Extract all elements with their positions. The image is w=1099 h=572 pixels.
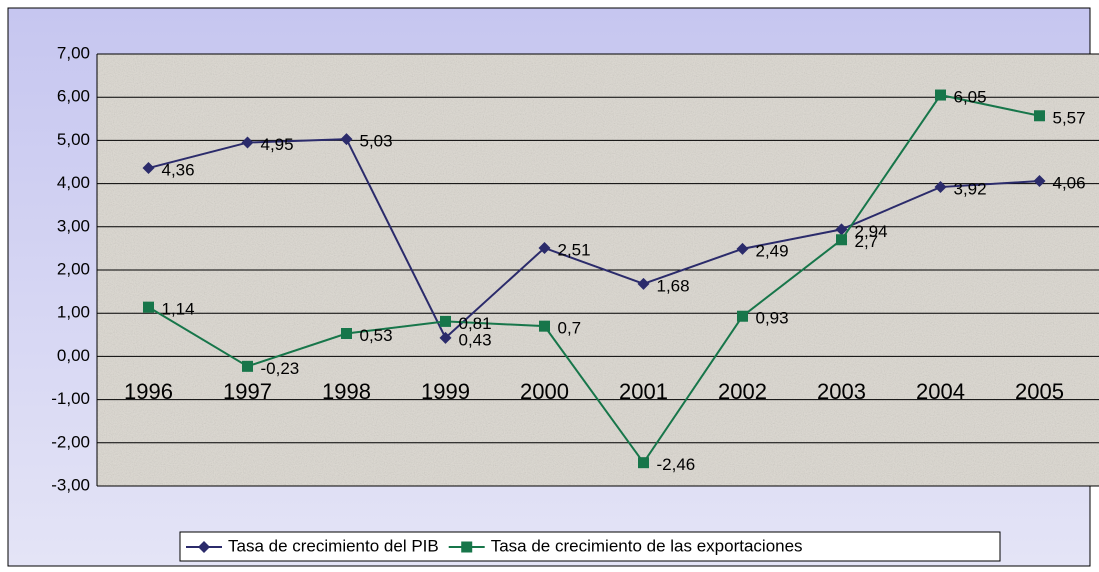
data-label: 4,95 — [261, 135, 294, 154]
data-point — [637, 277, 650, 290]
data-point — [242, 360, 253, 372]
data-label: 2,7 — [855, 232, 879, 251]
y-tick-label: 1,00 — [57, 303, 90, 322]
x-tick-label: 1998 — [322, 379, 371, 404]
data-point — [835, 223, 848, 236]
data-label: 0,81 — [459, 314, 492, 333]
y-tick-label: 6,00 — [57, 87, 90, 106]
data-point — [934, 181, 947, 194]
data-label: 0,43 — [459, 330, 492, 349]
data-label: 1,14 — [162, 300, 195, 319]
legend-marker — [198, 541, 210, 553]
legend-marker — [461, 541, 473, 553]
y-tick-label: 3,00 — [57, 216, 90, 235]
data-point — [836, 234, 847, 246]
legend-label: Tasa de crecimiento del PIB — [228, 536, 439, 555]
series-line — [147, 93, 1040, 465]
x-tick-label: 2001 — [619, 379, 668, 404]
data-point — [142, 162, 155, 175]
y-tick-label: -1,00 — [51, 389, 90, 408]
x-tick-label: 2002 — [718, 379, 767, 404]
data-label: 2,94 — [855, 222, 888, 241]
data-point — [1033, 175, 1046, 188]
y-tick-label: 5,00 — [57, 130, 90, 149]
y-tick-label: 2,00 — [57, 259, 90, 278]
data-label: 4,36 — [162, 161, 195, 180]
y-tick-label: -2,00 — [51, 432, 90, 451]
data-label: 4,06 — [1053, 173, 1086, 192]
y-tick-label: 7,00 — [57, 43, 90, 62]
data-point — [737, 310, 748, 322]
data-point — [439, 331, 452, 344]
data-point — [143, 301, 154, 313]
data-point — [638, 457, 649, 469]
data-label: 0,53 — [360, 326, 393, 345]
y-tick-label: 4,00 — [57, 173, 90, 192]
data-label: 2,49 — [756, 241, 789, 260]
y-tick-label: -3,00 — [51, 475, 90, 494]
data-label: -0,23 — [261, 359, 300, 378]
x-tick-label: 2003 — [817, 379, 866, 404]
data-label: 1,68 — [657, 276, 690, 295]
data-point — [736, 242, 749, 255]
data-point — [935, 89, 946, 101]
x-tick-label: 1999 — [421, 379, 470, 404]
series-line — [148, 138, 1040, 340]
data-point — [1034, 110, 1045, 122]
data-label: -2,46 — [657, 455, 696, 474]
data-label: 2,51 — [558, 240, 591, 259]
data-label: 5,03 — [360, 132, 393, 151]
data-point — [340, 133, 353, 146]
data-point — [241, 136, 254, 149]
data-point — [440, 315, 451, 327]
data-label: 0,93 — [756, 309, 789, 328]
legend-label: Tasa de crecimiento de las exportaciones — [491, 536, 803, 555]
x-tick-label: 2004 — [916, 379, 965, 404]
x-tick-label: 2000 — [520, 379, 569, 404]
x-tick-label: 1997 — [223, 379, 272, 404]
y-tick-label: 0,00 — [57, 346, 90, 365]
legend — [179, 531, 1001, 562]
data-label: 3,92 — [954, 180, 987, 199]
data-point — [341, 328, 352, 340]
x-tick-label: 2005 — [1015, 379, 1064, 404]
data-point — [538, 241, 551, 254]
data-label: 0,7 — [558, 319, 582, 338]
data-label: 6,05 — [954, 88, 987, 107]
data-label: 5,57 — [1053, 108, 1086, 127]
x-tick-label: 1996 — [124, 379, 173, 404]
data-point — [539, 320, 550, 332]
